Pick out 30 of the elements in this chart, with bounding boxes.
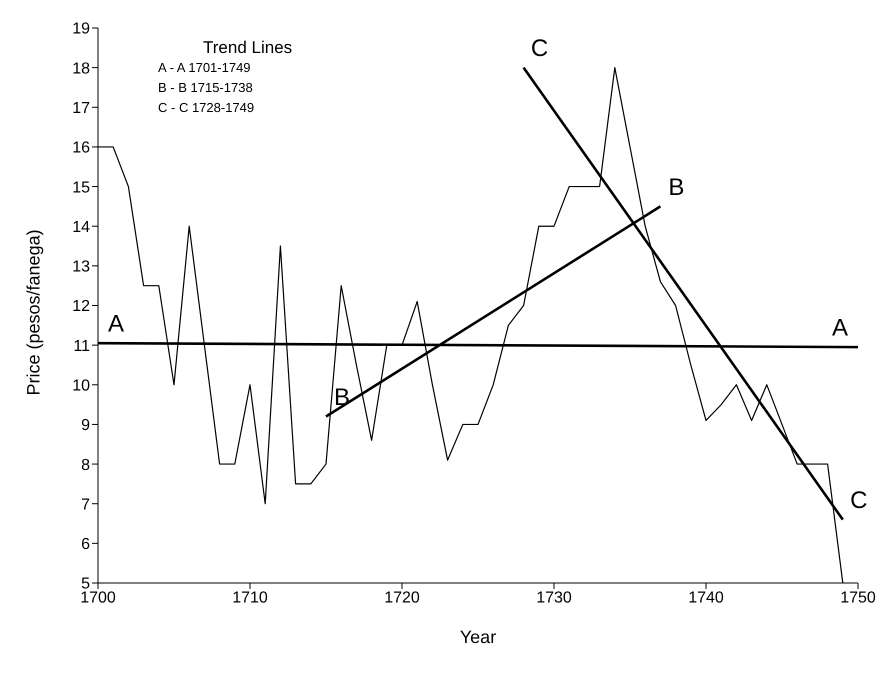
annotation: A bbox=[832, 314, 848, 342]
x-tick-label: 1710 bbox=[232, 589, 268, 606]
y-tick-label: 15 bbox=[72, 179, 90, 196]
x-axis-title: Year bbox=[460, 627, 496, 647]
y-tick-label: 8 bbox=[81, 456, 90, 474]
y-tick-label: 9 bbox=[81, 417, 90, 434]
y-tick-label: 6 bbox=[81, 536, 90, 554]
y-axis-title: Price (pesos/fanega) bbox=[23, 229, 44, 396]
y-tick-label: 10 bbox=[72, 377, 90, 394]
y-tick-label: 18 bbox=[72, 60, 90, 78]
y-tick-label: 16 bbox=[72, 140, 90, 157]
y-tick-label: 7 bbox=[81, 496, 90, 514]
annotation: B bbox=[668, 174, 684, 201]
x-tick-label: 1740 bbox=[688, 589, 724, 606]
y-tick-label: 12 bbox=[72, 298, 90, 316]
annotation: A bbox=[108, 310, 124, 338]
y-tick-label: 19 bbox=[72, 20, 90, 38]
y-tick-label: 14 bbox=[72, 218, 90, 236]
annotation: B - B 1715-1738 bbox=[158, 79, 254, 97]
annotation: C bbox=[530, 35, 548, 62]
x-tick-label: 1750 bbox=[840, 589, 876, 606]
x-tick-label: 1720 bbox=[384, 589, 420, 606]
x-tick-label: 1730 bbox=[536, 589, 572, 606]
annotation: A - A 1701-1749 bbox=[158, 59, 252, 77]
y-tick-label: 13 bbox=[72, 258, 90, 276]
annotation: C - C 1728-1749 bbox=[158, 99, 256, 117]
y-tick-label: 11 bbox=[73, 338, 90, 355]
y-tick-label: 17 bbox=[72, 100, 90, 117]
annotation: C bbox=[850, 487, 868, 514]
annotation: Trend Lines bbox=[203, 38, 292, 58]
